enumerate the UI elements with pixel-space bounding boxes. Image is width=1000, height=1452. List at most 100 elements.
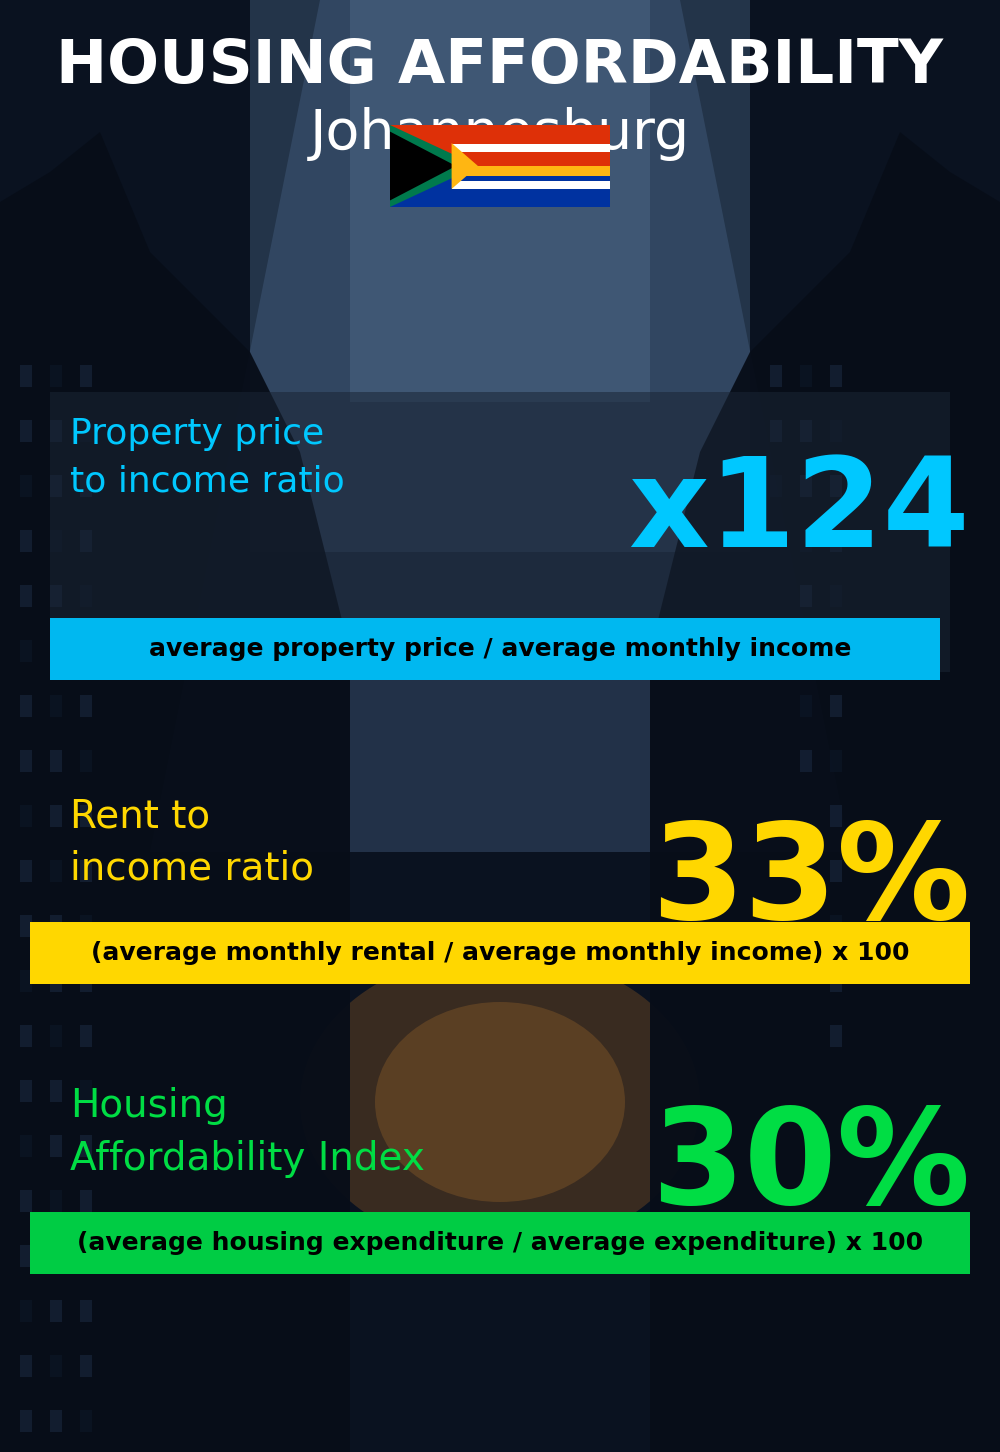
Bar (50, 619, 940, 680)
Bar (50, 530, 62, 552)
Bar (80, 860, 92, 881)
Bar (452, 180, 610, 189)
Text: average property price / average monthly income: average property price / average monthly… (149, 637, 851, 661)
Text: Property price
to income ratio: Property price to income ratio (70, 417, 345, 498)
Bar (20, 860, 32, 881)
Bar (20, 1191, 32, 1212)
Bar (800, 585, 812, 607)
Bar (20, 1300, 32, 1321)
Bar (80, 1025, 92, 1047)
Bar (800, 364, 812, 388)
Bar (350, 0, 650, 402)
Text: 33%: 33% (651, 817, 970, 947)
Bar (830, 585, 842, 607)
Bar (50, 970, 62, 992)
Bar (30, 1212, 970, 1273)
Bar (20, 1355, 32, 1376)
Bar (452, 167, 610, 176)
Bar (50, 1410, 62, 1432)
Bar (20, 751, 32, 772)
Bar (800, 640, 812, 662)
Bar (830, 475, 842, 497)
Bar (80, 1244, 92, 1268)
Bar (80, 420, 92, 441)
Bar (770, 364, 782, 388)
Bar (50, 640, 62, 662)
Bar (50, 1025, 62, 1047)
Bar (50, 1244, 62, 1268)
Bar (80, 585, 92, 607)
Bar (80, 364, 92, 388)
Bar (80, 804, 92, 828)
Bar (80, 751, 92, 772)
Bar (20, 364, 32, 388)
Bar (80, 1135, 92, 1157)
Bar (80, 530, 92, 552)
Bar (80, 1080, 92, 1102)
Text: HOUSING AFFORDABILITY: HOUSING AFFORDABILITY (56, 36, 944, 96)
Bar (50, 915, 62, 937)
Text: 30%: 30% (651, 1102, 970, 1231)
Bar (830, 915, 842, 937)
Polygon shape (650, 132, 1000, 1452)
Bar (50, 1300, 62, 1321)
Bar (50, 1355, 62, 1376)
Bar (830, 696, 842, 717)
Bar (80, 696, 92, 717)
Bar (770, 475, 782, 497)
Bar (20, 640, 32, 662)
Bar (20, 1410, 32, 1432)
Bar (50, 1135, 62, 1157)
Bar (80, 915, 92, 937)
Bar (20, 696, 32, 717)
Bar (20, 420, 32, 441)
Bar (20, 915, 32, 937)
Bar (50, 696, 62, 717)
Bar (830, 530, 842, 552)
Polygon shape (150, 0, 850, 852)
Polygon shape (452, 166, 478, 189)
Bar (800, 751, 812, 772)
Polygon shape (390, 125, 478, 208)
Bar (30, 922, 970, 984)
Polygon shape (390, 132, 456, 200)
Bar (20, 585, 32, 607)
Bar (50, 364, 62, 388)
Bar (80, 1300, 92, 1321)
Bar (390, 166, 610, 208)
Bar (20, 1135, 32, 1157)
Bar (830, 640, 842, 662)
Bar (80, 970, 92, 992)
Bar (80, 640, 92, 662)
Bar (80, 475, 92, 497)
Ellipse shape (375, 1002, 625, 1202)
Bar (250, 0, 750, 552)
Bar (50, 751, 62, 772)
Bar (800, 696, 812, 717)
Text: Rent to
income ratio: Rent to income ratio (70, 797, 314, 889)
Bar (830, 860, 842, 881)
Bar (20, 1244, 32, 1268)
Bar (50, 804, 62, 828)
Bar (800, 530, 812, 552)
Bar (20, 804, 32, 828)
Bar (50, 475, 62, 497)
Bar (830, 804, 842, 828)
Ellipse shape (300, 953, 700, 1252)
Bar (20, 530, 32, 552)
Bar (800, 420, 812, 441)
Text: (average monthly rental / average monthly income) x 100: (average monthly rental / average monthl… (91, 941, 909, 966)
Polygon shape (0, 132, 350, 1452)
Bar (80, 1191, 92, 1212)
Bar (830, 751, 842, 772)
Bar (20, 970, 32, 992)
Text: Johannesburg: Johannesburg (310, 107, 690, 161)
Text: Housing
Affordability Index: Housing Affordability Index (70, 1088, 425, 1178)
Text: (average housing expenditure / average expenditure) x 100: (average housing expenditure / average e… (77, 1231, 923, 1255)
Text: x124: x124 (628, 452, 970, 574)
Bar (20, 475, 32, 497)
Bar (80, 1355, 92, 1376)
Bar (830, 970, 842, 992)
Bar (50, 585, 62, 607)
Bar (800, 475, 812, 497)
